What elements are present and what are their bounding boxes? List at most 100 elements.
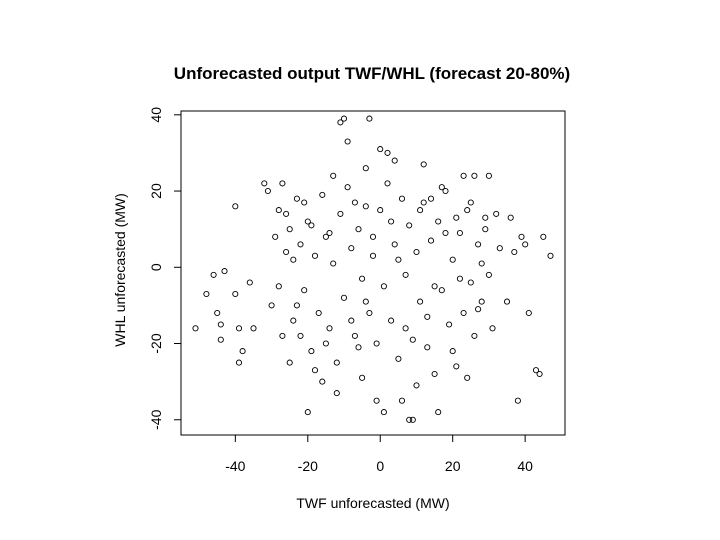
data-point-148 xyxy=(485,271,492,278)
data-point-65 xyxy=(453,214,460,221)
data-point-63 xyxy=(442,229,449,237)
data-point-67 xyxy=(460,172,467,179)
data-point-133 xyxy=(431,370,438,378)
data-point-139 xyxy=(453,363,460,370)
data-point-31 xyxy=(330,172,337,179)
data-point-33 xyxy=(337,119,344,126)
data-point-28 xyxy=(319,378,326,385)
data-point-54 xyxy=(409,416,416,423)
y-axis: -40 -20 0 20 40 xyxy=(148,107,182,430)
data-point-108 xyxy=(340,294,348,301)
data-point-91 xyxy=(279,332,286,339)
data-point-99 xyxy=(308,348,315,355)
data-point-44 xyxy=(373,397,380,404)
x-tick-label-3: 20 xyxy=(445,458,461,474)
data-point-49 xyxy=(391,157,398,164)
data-point-11 xyxy=(239,348,246,355)
data-point-16 xyxy=(272,233,279,240)
data-point-47 xyxy=(384,149,391,156)
data-point-79 xyxy=(507,214,514,221)
data-point-56 xyxy=(417,207,424,214)
data-points xyxy=(192,115,554,423)
data-point-15 xyxy=(264,187,271,195)
data-point-32 xyxy=(333,390,340,397)
data-point-135 xyxy=(438,287,445,294)
data-point-29 xyxy=(322,340,329,347)
data-point-5 xyxy=(217,336,224,343)
data-point-118 xyxy=(377,207,384,214)
data-point-19 xyxy=(283,210,290,217)
x-tick-label-1: -20 xyxy=(298,458,318,474)
data-point-96 xyxy=(297,241,304,248)
data-point-50 xyxy=(395,256,402,263)
data-point-26 xyxy=(308,222,315,229)
data-point-145 xyxy=(475,241,482,248)
data-point-40 xyxy=(362,165,369,172)
data-point-114 xyxy=(362,203,369,210)
data-point-147 xyxy=(482,214,489,221)
data-point-113 xyxy=(359,275,366,282)
data-point-128 xyxy=(413,248,420,256)
data-point-83 xyxy=(522,241,529,248)
data-point-86 xyxy=(536,370,543,378)
data-point-138 xyxy=(449,256,456,263)
data-point-111 xyxy=(351,332,358,339)
data-point-51 xyxy=(398,397,406,404)
data-point-120 xyxy=(384,180,391,187)
data-point-55 xyxy=(413,382,420,389)
data-point-12 xyxy=(246,279,253,286)
y-tick-label-3: 20 xyxy=(148,183,164,199)
data-point-77 xyxy=(496,245,503,252)
data-point-14 xyxy=(261,180,268,187)
data-point-90 xyxy=(275,207,282,214)
data-point-125 xyxy=(402,271,409,278)
data-point-85 xyxy=(532,367,540,374)
data-point-102 xyxy=(319,191,326,198)
data-point-112 xyxy=(355,226,362,233)
data-point-48 xyxy=(388,218,395,225)
data-point-140 xyxy=(456,229,463,237)
data-point-58 xyxy=(424,313,431,320)
data-point-36 xyxy=(348,317,355,324)
x-tick-label-4: 40 xyxy=(517,458,533,474)
data-point-75 xyxy=(489,325,496,332)
data-point-37 xyxy=(351,199,358,206)
data-point-131 xyxy=(424,344,431,351)
data-point-7 xyxy=(232,203,239,210)
data-point-81 xyxy=(514,397,521,404)
data-point-1 xyxy=(203,290,210,298)
data-point-71 xyxy=(475,306,482,313)
data-point-70 xyxy=(471,172,478,179)
data-point-104 xyxy=(326,325,333,332)
data-point-106 xyxy=(333,359,340,366)
data-point-136 xyxy=(442,187,449,195)
data-point-87 xyxy=(540,233,547,240)
data-point-134 xyxy=(435,218,442,225)
data-point-142 xyxy=(464,207,471,214)
data-point-64 xyxy=(449,348,456,355)
data-point-73 xyxy=(482,226,489,233)
data-point-126 xyxy=(406,222,413,229)
data-point-41 xyxy=(362,298,369,305)
data-point-46 xyxy=(380,409,387,416)
data-point-13 xyxy=(250,325,257,332)
x-axis-label: TWF unforecasted (MW) xyxy=(296,495,449,511)
data-point-76 xyxy=(493,210,500,217)
data-point-35 xyxy=(344,138,351,145)
data-point-105 xyxy=(330,260,337,267)
data-point-123 xyxy=(395,355,402,362)
data-point-130 xyxy=(420,199,427,206)
data-point-94 xyxy=(290,317,297,324)
data-point-144 xyxy=(471,332,478,339)
data-point-110 xyxy=(348,245,355,252)
data-point-25 xyxy=(304,409,311,416)
data-point-57 xyxy=(420,161,427,168)
data-point-68 xyxy=(464,374,471,381)
data-point-78 xyxy=(503,298,511,305)
data-point-88 xyxy=(547,252,554,259)
data-point-4 xyxy=(217,321,224,328)
data-point-20 xyxy=(286,359,293,366)
data-point-18 xyxy=(279,180,286,187)
data-point-39 xyxy=(359,374,366,381)
